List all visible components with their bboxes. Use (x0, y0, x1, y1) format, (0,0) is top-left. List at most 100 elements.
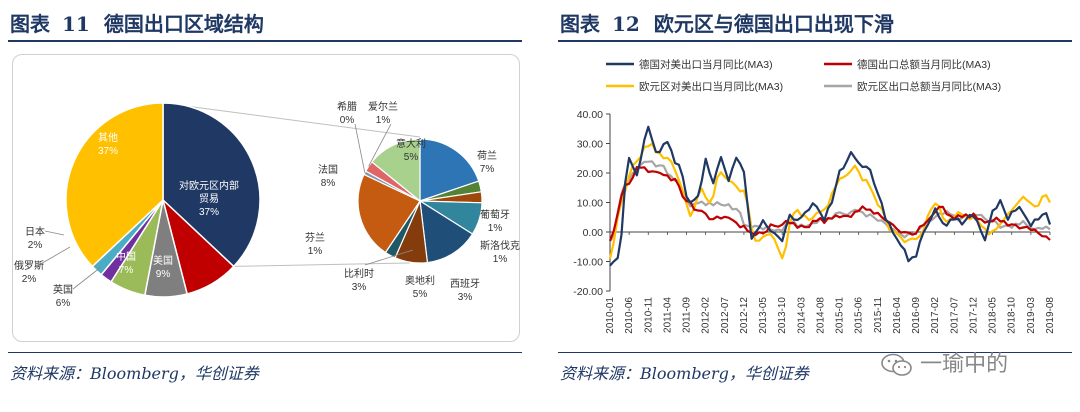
y-tick-label: -20.00 (573, 286, 603, 298)
figure-12: 图表 12 欧元区与德国出口出现下滑 德国对美出口当月同比(MA3) 德国出口总额当月… (550, 0, 1080, 412)
leader-line (354, 123, 366, 173)
leader-line (72, 266, 102, 290)
legend-label: 欧元区出口总额当月同比(MA3) (857, 80, 1001, 93)
slice-label: 奥地利 (405, 274, 435, 287)
slice-label: 中国 (116, 250, 136, 263)
chart-legend: 德国对美出口当月同比(MA3) 德国出口总额当月同比(MA3) 欧元区对美出口当月同… (606, 58, 1001, 93)
slice-label: 葡萄牙 (480, 208, 510, 221)
source-note: 资料来源：Bloomberg，华创证券 (10, 364, 259, 383)
slice-value: 9% (156, 269, 171, 280)
figure-title: 图表 11 德国出口区域结构 (10, 8, 264, 37)
axes: 40.0030.0020.0010.000.00-10.00-20.002010… (573, 109, 1056, 334)
slice-label: 希腊 (337, 100, 357, 113)
source-rule (558, 352, 1072, 353)
x-tick-label: 2019-08 (1045, 297, 1056, 334)
slice-value: 1% (308, 246, 323, 257)
x-tick-label: 2012-12 (739, 297, 750, 334)
pie-chart-frame: 对欧元区内部 贸易 37% 美国 9% 中国 7% 其他 37% 英国 6% 俄罗斯 2% 日本 2% 荷兰 7… (12, 54, 520, 342)
slice-value: 8% (321, 178, 336, 189)
series-line (608, 142, 1051, 260)
figure-label: 图表 (10, 12, 50, 36)
x-tick-label: 2010-01 (605, 297, 616, 334)
source-note: 资料来源：Bloomberg，华创证券 (560, 364, 809, 383)
slice-value: 2% (22, 274, 37, 285)
slice-value: 1% (488, 223, 503, 234)
slice-label: 俄罗斯 (14, 259, 44, 272)
x-tick-label: 2015-01 (835, 297, 846, 334)
series-line (608, 166, 1051, 242)
x-tick-label: 2014-03 (796, 297, 807, 334)
legend-label: 欧元区对美出口当月同比(MA3) (639, 80, 783, 93)
figure-caption: 欧元区与德国出口出现下滑 (653, 12, 894, 36)
slice-label: 其他 (98, 131, 118, 144)
series-line (609, 125, 1052, 267)
slice-value: 7% (480, 164, 495, 175)
leader-line (38, 246, 71, 266)
pie-slice (65, 102, 164, 268)
slice-value: 1% (493, 254, 508, 265)
slice-label: 贸易 (199, 193, 219, 205)
y-tick-label: 10.00 (577, 198, 603, 210)
x-tick-label: 2011-04 (662, 297, 673, 333)
slice-label: 芬兰 (305, 231, 325, 244)
y-tick-label: 0.00 (583, 227, 604, 239)
slice-value: 6% (56, 298, 71, 309)
y-tick-label: 30.00 (577, 139, 603, 151)
slice-value: 1% (376, 115, 391, 126)
slice-label: 荷兰 (477, 149, 497, 162)
series-lines (608, 125, 1052, 267)
slice-value: 5% (413, 289, 428, 300)
main-pie (65, 102, 261, 298)
x-tick-label: 2010-11 (643, 297, 654, 333)
slice-value: 7% (119, 265, 134, 276)
slice-label: 斯洛伐克 (480, 239, 520, 252)
y-tick-label: 20.00 (577, 168, 603, 180)
x-tick-label: 2017-12 (968, 297, 979, 334)
breakdown-pie-labels: 荷兰 7% 葡萄牙 1% 斯洛伐克 1% 西班牙 3% 奥地利 5% 比利时 3% 芬兰 1% 法国 8% 希腊… (305, 100, 520, 303)
figure-11: 图表 11 德国出口区域结构 对欧元区内部 贸易 37% 美国 9% 中国 7% 其他 37% 英国 6… (0, 0, 530, 412)
slice-label: 比利时 (344, 268, 374, 280)
pie-connectors (162, 102, 421, 267)
x-tick-label: 2013-05 (758, 297, 769, 334)
x-tick-label: 2016-09 (911, 297, 922, 334)
x-tick-label: 2013-10 (777, 297, 788, 334)
x-tick-label: 2019-03 (1026, 297, 1037, 334)
y-tick-label: -10.00 (573, 257, 603, 269)
pie-slice (162, 102, 261, 268)
x-tick-label: 2012-07 (720, 297, 731, 334)
slice-value: 0% (340, 115, 355, 126)
slice-value: 5% (404, 152, 419, 163)
x-tick-label: 2015-11 (873, 297, 884, 333)
slice-label: 西班牙 (450, 278, 480, 290)
figure-number: 12 (612, 12, 640, 36)
slice-value: 3% (352, 282, 367, 293)
slice-value: 37% (199, 207, 219, 218)
x-tick-label: 2014-08 (815, 297, 826, 334)
watermark: 一瑜中的 (880, 346, 1008, 378)
x-tick-label: 2011-09 (682, 297, 693, 333)
leader-line (368, 123, 392, 167)
slice-label: 对欧元区内部 (179, 179, 239, 192)
wechat-icon (881, 353, 912, 376)
pie-slice (419, 199, 474, 264)
x-tick-label: 2018-10 (1007, 297, 1018, 334)
slice-label: 法国 (318, 163, 338, 176)
x-tick-label: 2017-02 (930, 297, 941, 334)
x-tick-label: 2012-02 (701, 297, 712, 334)
x-tick-label: 2016-04 (892, 297, 903, 334)
slice-label: 爱尔兰 (368, 100, 398, 113)
legend-label: 德国出口总额当月同比(MA3) (857, 58, 991, 71)
connector-line (162, 102, 421, 138)
figure-label: 图表 (560, 12, 600, 36)
slice-label: 美国 (153, 254, 173, 267)
legend-label: 德国对美出口当月同比(MA3) (639, 58, 773, 71)
x-tick-label: 2017-07 (949, 297, 960, 334)
breakdown-pie (357, 138, 483, 264)
x-tick-label: 2015-06 (854, 297, 865, 334)
source-rule (8, 352, 522, 353)
y-tick-label: 40.00 (577, 109, 603, 121)
line-chart: 德国对美出口当月同比(MA3) 德国出口总额当月同比(MA3) 欧元区对美出口当月同… (573, 58, 1056, 334)
leader-line (364, 249, 413, 266)
figure-number: 11 (62, 12, 90, 36)
